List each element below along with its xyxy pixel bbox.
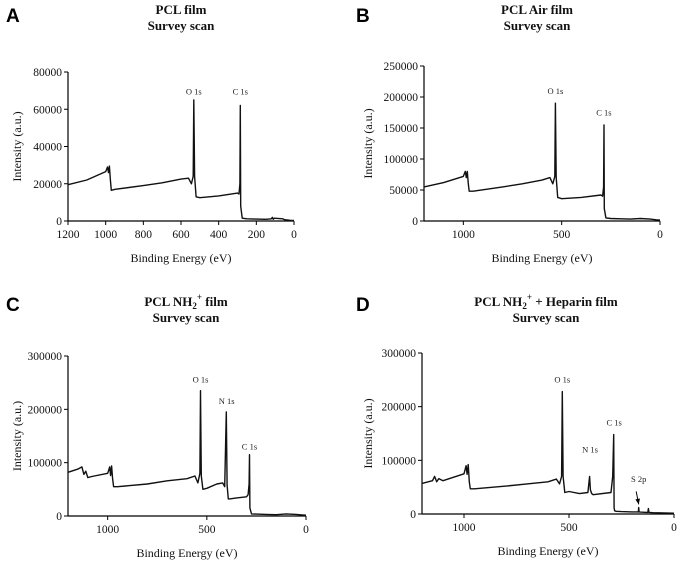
y-tick-label: 200000: [382, 402, 417, 414]
peak-label: N 1s: [219, 396, 235, 406]
spectrum-line: [67, 99, 295, 222]
chart-title-line: PCL NH2+ film: [144, 292, 227, 311]
peak-label: O 1s: [193, 375, 209, 385]
x-axis-label: Binding Energy (eV): [130, 251, 231, 265]
y-tick-label: 50000: [389, 185, 418, 197]
peak-label: N 1s: [582, 444, 598, 454]
x-tick-label: 1200: [57, 229, 80, 241]
y-tick-label: 300000: [382, 348, 417, 360]
y-tick-label: 300000: [28, 351, 63, 363]
peak-label: C 1s: [242, 441, 257, 451]
spectrum-line: [423, 102, 661, 221]
x-tick-label: 0: [657, 229, 663, 241]
x-tick-label: 1000: [96, 524, 119, 536]
peak-label: O 1s: [547, 86, 563, 96]
y-tick-label: 0: [56, 511, 62, 523]
x-tick-label: 1000: [453, 522, 476, 534]
y-axis-label: Intensity (a.u.): [361, 108, 375, 178]
peak-label: O 1s: [186, 86, 202, 96]
y-tick-label: 0: [412, 216, 418, 228]
y-tick-label: 0: [410, 509, 416, 521]
x-tick-label: 1000: [452, 229, 475, 241]
x-tick-label: 0: [291, 229, 297, 241]
x-tick-label: 1000: [94, 229, 117, 241]
y-tick-label: 100000: [384, 154, 419, 166]
x-axis-label: Binding Energy (eV): [491, 251, 592, 265]
x-tick-label: 0: [303, 524, 309, 536]
y-axis-label: Intensity (a.u.): [10, 401, 24, 471]
arrow-head: [635, 498, 640, 505]
chart-title-line: PCL Air film: [501, 2, 573, 17]
spectrum-line: [421, 390, 675, 514]
x-tick-label: 200: [248, 229, 266, 241]
spectrum-line: [67, 390, 307, 516]
chart-title-line: PCL film: [156, 2, 207, 17]
x-tick-label: 600: [172, 229, 190, 241]
y-tick-label: 0: [56, 216, 62, 228]
y-axis-label: Intensity (a.u.): [10, 111, 24, 181]
x-tick-label: 0: [671, 522, 677, 534]
y-tick-label: 60000: [33, 104, 62, 116]
chart-title-line: Survey scan: [513, 310, 581, 325]
x-tick-label: 400: [210, 229, 228, 241]
y-tick-label: 40000: [33, 142, 62, 154]
x-tick-label: 500: [198, 524, 216, 536]
peak-label: S 2p: [631, 474, 646, 484]
y-tick-label: 100000: [382, 455, 417, 467]
panel-letter: A: [6, 6, 20, 27]
y-tick-label: 80000: [33, 67, 62, 79]
y-axis-label: Intensity (a.u.): [361, 398, 375, 468]
y-tick-label: 200000: [28, 404, 63, 416]
peak-label: C 1s: [606, 417, 621, 427]
panel-letter: D: [356, 295, 370, 316]
y-tick-label: 100000: [28, 458, 63, 470]
panel-letter: B: [356, 6, 370, 27]
peak-label: O 1s: [554, 375, 570, 385]
chart-title-line: Survey scan: [504, 18, 572, 33]
x-tick-label: 500: [553, 229, 571, 241]
x-axis-label: Binding Energy (eV): [136, 546, 237, 560]
peak-label: C 1s: [233, 86, 248, 96]
peak-label: C 1s: [596, 108, 611, 118]
chart-title-line: Survey scan: [148, 18, 216, 33]
chart-title-line: PCL NH2+ + Heparin film: [474, 292, 618, 311]
x-tick-label: 800: [135, 229, 153, 241]
x-axis-label: Binding Energy (eV): [497, 544, 598, 558]
y-tick-label: 200000: [384, 92, 419, 104]
chart-title-line: Survey scan: [153, 310, 221, 325]
x-tick-label: 500: [560, 522, 578, 534]
y-tick-label: 20000: [33, 179, 62, 191]
panel-letter: C: [6, 295, 20, 316]
y-tick-label: 150000: [384, 123, 419, 135]
y-tick-label: 250000: [384, 61, 419, 73]
